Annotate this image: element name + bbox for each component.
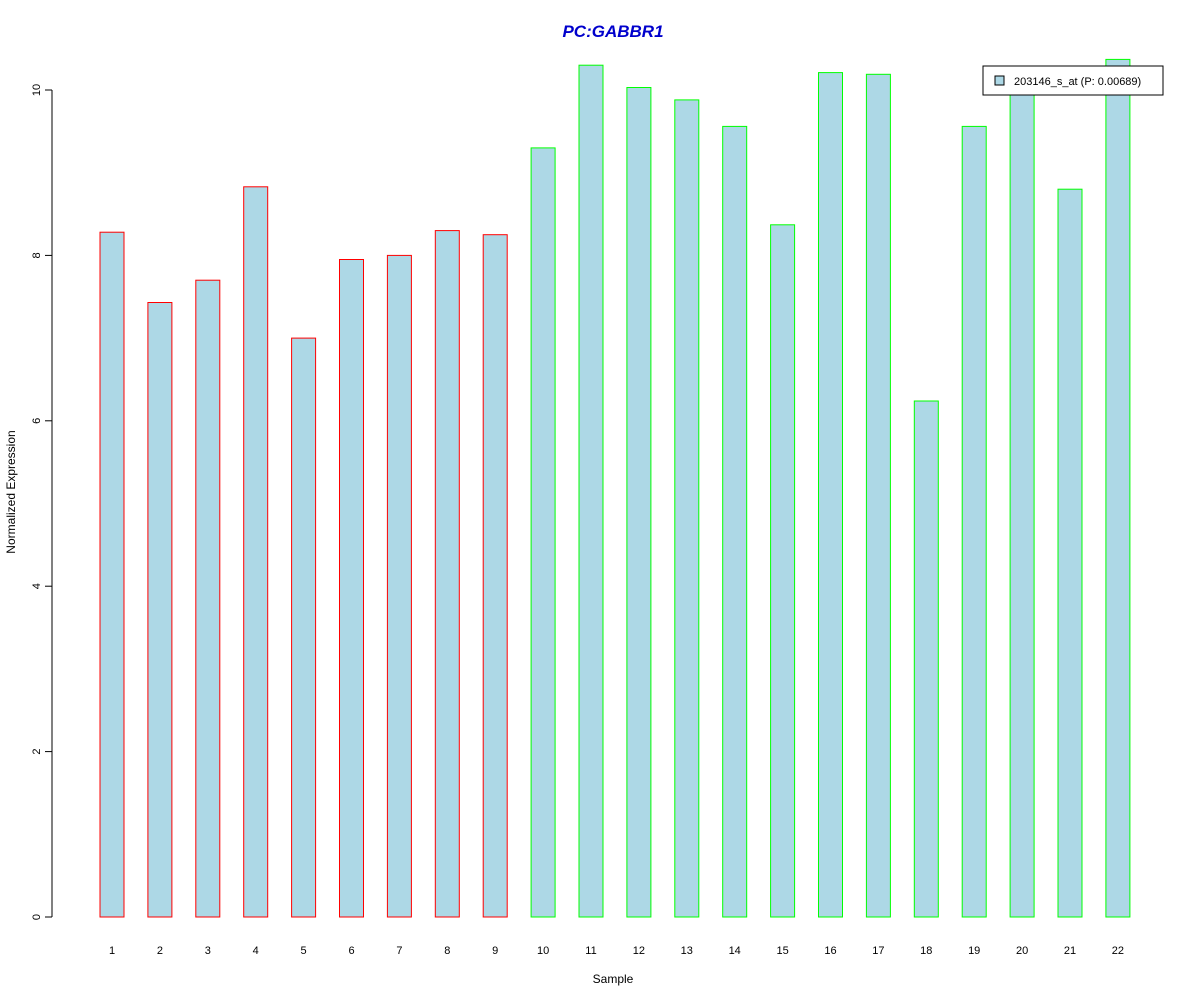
x-tick-label: 11 [585, 945, 596, 957]
x-tick-label: 2 [157, 945, 163, 957]
x-tick-label: 14 [729, 945, 741, 957]
chart-title: PC:GABBR1 [562, 22, 663, 41]
bar-sample-17 [865, 73, 891, 918]
x-tick-label: 5 [301, 945, 307, 957]
legend: 203146_s_at (P: 0.00689) [982, 65, 1164, 96]
bar-sample-22 [1105, 58, 1131, 918]
x-tick-label: 8 [444, 945, 450, 957]
bar-sample-4 [243, 186, 269, 918]
y-axis: 0 2 4 6 8 10 [31, 84, 53, 920]
x-tick-label: 9 [492, 945, 498, 957]
bar-sample-7 [386, 254, 412, 918]
bar-sample-20 [1009, 89, 1035, 918]
bar-sample-5 [291, 337, 317, 918]
bar-sample-6 [339, 259, 364, 918]
bar-sample-12 [626, 87, 652, 918]
x-tick-label: 15 [776, 945, 788, 957]
x-tick-label: 10 [537, 945, 549, 957]
x-axis: 1 2 3 4 5 6 7 8 9 10 11 12 13 14 15 16 17 18 19 20 21 22 [109, 945, 1124, 957]
bar-sample-1 [99, 231, 125, 918]
x-tick-label: 22 [1112, 945, 1124, 957]
bars [99, 58, 1131, 918]
bar-sample-8 [434, 230, 460, 918]
bar-sample-11 [578, 64, 604, 918]
x-tick-label: 18 [920, 945, 932, 957]
x-tick-label: 13 [681, 945, 693, 957]
bar-sample-9 [482, 234, 508, 918]
legend-swatch [994, 75, 1005, 86]
bar-sample-15 [770, 224, 796, 918]
y-tick-label: 4 [31, 583, 43, 589]
bar-sample-19 [961, 125, 987, 918]
bar-sample-16 [818, 72, 843, 918]
x-tick-label: 1 [109, 945, 115, 957]
bar-sample-10 [530, 147, 556, 918]
bar-sample-2 [147, 302, 173, 918]
x-tick-label: 20 [1016, 945, 1028, 957]
x-tick-label: 4 [253, 945, 259, 957]
y-tick-label: 10 [31, 84, 43, 96]
bar-sample-21 [1057, 188, 1083, 918]
x-tick-label: 7 [396, 945, 402, 957]
y-tick-label: 2 [31, 749, 43, 755]
x-tick-label: 19 [968, 945, 980, 957]
bar-sample-3 [195, 279, 221, 918]
legend-box [982, 65, 1164, 96]
x-tick-label: 3 [205, 945, 211, 957]
y-tick-label: 8 [31, 252, 43, 258]
bar-sample-14 [722, 125, 748, 918]
x-tick-label: 17 [872, 945, 884, 957]
bar-sample-13 [674, 99, 700, 918]
bar-sample-18 [913, 400, 939, 918]
y-tick-label: 0 [31, 914, 43, 920]
legend-label: 203146_s_at (P: 0.00689) [1014, 76, 1141, 88]
x-tick-label: 21 [1064, 945, 1076, 957]
y-axis-label: Normalized Expression [4, 430, 18, 553]
x-axis-label: Sample [593, 972, 634, 986]
y-tick-label: 6 [31, 418, 43, 424]
x-tick-label: 6 [348, 945, 354, 957]
x-tick-label: 16 [824, 945, 836, 957]
x-tick-label: 12 [633, 945, 645, 957]
